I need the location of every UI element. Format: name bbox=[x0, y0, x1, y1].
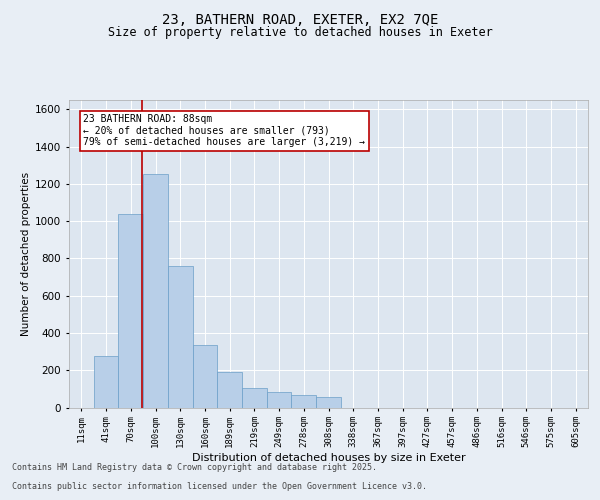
Bar bbox=[94, 356, 118, 408]
Bar bbox=[143, 174, 168, 408]
X-axis label: Distribution of detached houses by size in Exeter: Distribution of detached houses by size … bbox=[191, 453, 466, 463]
Bar bbox=[292, 396, 316, 407]
Bar bbox=[242, 388, 267, 407]
Bar bbox=[267, 392, 292, 407]
Y-axis label: Number of detached properties: Number of detached properties bbox=[21, 172, 31, 336]
Bar bbox=[316, 397, 341, 407]
Text: Size of property relative to detached houses in Exeter: Size of property relative to detached ho… bbox=[107, 26, 493, 39]
Text: 23 BATHERN ROAD: 88sqm
← 20% of detached houses are smaller (793)
79% of semi-de: 23 BATHERN ROAD: 88sqm ← 20% of detached… bbox=[83, 114, 365, 147]
Bar bbox=[193, 345, 217, 408]
Bar bbox=[217, 372, 242, 408]
Bar bbox=[118, 214, 143, 408]
Bar bbox=[168, 266, 193, 408]
Text: 23, BATHERN ROAD, EXETER, EX2 7QE: 23, BATHERN ROAD, EXETER, EX2 7QE bbox=[162, 12, 438, 26]
Text: Contains HM Land Registry data © Crown copyright and database right 2025.: Contains HM Land Registry data © Crown c… bbox=[12, 464, 377, 472]
Text: Contains public sector information licensed under the Open Government Licence v3: Contains public sector information licen… bbox=[12, 482, 427, 491]
